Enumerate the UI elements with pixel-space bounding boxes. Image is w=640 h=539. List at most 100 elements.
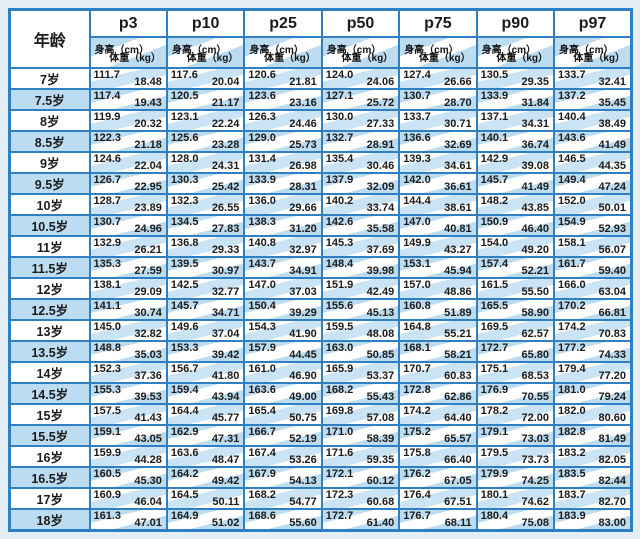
age-label: 16岁 xyxy=(8,445,91,468)
height-value: 176.2 xyxy=(403,468,431,480)
height-weight-cell: 155.3 39.53 xyxy=(88,382,168,405)
height-value: 135.3 xyxy=(93,258,122,270)
weight-value: 43.85 xyxy=(521,202,550,214)
weight-value: 59.40 xyxy=(598,265,626,277)
weight-value: 24.46 xyxy=(289,118,317,130)
weight-value: 39.29 xyxy=(289,307,317,319)
height-value: 130.7 xyxy=(93,216,122,228)
weight-value: 82.44 xyxy=(598,475,626,487)
height-value: 111.7 xyxy=(93,69,120,81)
weight-value: 38.61 xyxy=(444,202,472,214)
height-value: 161.5 xyxy=(480,279,509,291)
height-weight-cell: 127.4 26.66 xyxy=(398,67,478,90)
height-value: 148.2 xyxy=(480,195,509,207)
weight-value: 30.71 xyxy=(444,118,472,130)
height-value: 143.6 xyxy=(558,132,586,144)
weight-value: 32.97 xyxy=(289,244,317,256)
weight-value: 57.08 xyxy=(366,412,395,424)
height-value: 157.5 xyxy=(93,405,122,417)
weight-value: 39.08 xyxy=(521,160,550,172)
height-weight-cell: 168.2 54.77 xyxy=(243,487,323,510)
height-value: 149.6 xyxy=(170,321,199,333)
percentile-header-row: 年龄 p3 p10 p25 p50 p75 p90 p97 xyxy=(8,8,633,69)
height-value: 154.0 xyxy=(480,237,509,249)
weight-value: 37.69 xyxy=(366,244,395,256)
height-value: 131.4 xyxy=(248,153,276,165)
height-weight-cell: 168.6 55.60 xyxy=(243,508,323,532)
table-row: 17岁 160.9 46.04 164.5 50.11 168.2 54.77 172.3 60… xyxy=(8,487,633,510)
height-weight-cell: 183.2 82.05 xyxy=(553,445,633,468)
weight-value: 74.62 xyxy=(521,496,550,508)
height-value: 133.7 xyxy=(403,111,431,123)
height-weight-cell: 132.7 28.91 xyxy=(320,130,401,153)
height-value: 132.9 xyxy=(93,237,122,249)
table-row: 10.5岁 130.7 24.96 134.5 27.83 138.3 31.20 142.6… xyxy=(8,214,633,237)
table-row: 16.5岁 160.5 45.30 164.2 49.42 167.9 54.13 172.1… xyxy=(8,466,633,489)
weight-value: 77.20 xyxy=(598,370,626,382)
height-value: 153.1 xyxy=(403,258,431,270)
weight-value: 29.66 xyxy=(289,202,317,214)
height-weight-cell: 142.9 39.08 xyxy=(475,151,556,174)
height-weight-cell: 132.3 26.55 xyxy=(165,193,246,216)
table-row: 9岁 124.6 22.04 128.0 24.31 131.4 26.98 135.4 30.… xyxy=(8,151,633,174)
height-weight-cell: 157.5 41.43 xyxy=(88,403,168,426)
weight-value: 68.53 xyxy=(521,370,550,382)
weight-value: 27.83 xyxy=(211,223,240,235)
weight-value: 47.24 xyxy=(598,181,626,193)
age-label: 16.5岁 xyxy=(8,466,91,489)
height-weight-cell: 117.4 19.43 xyxy=(88,88,168,111)
weight-value: 34.91 xyxy=(289,265,317,277)
height-weight-cell: 136.8 29.33 xyxy=(165,235,246,258)
height-weight-cell: 133.9 31.84 xyxy=(475,88,556,111)
height-weight-cell: 180.1 74.62 xyxy=(475,487,556,510)
height-weight-cell: 179.4 77.20 xyxy=(553,361,633,384)
height-weight-cell: 143.6 41.49 xyxy=(553,130,633,153)
weight-value: 50.01 xyxy=(598,202,626,214)
height-value: 176.9 xyxy=(480,384,509,396)
weight-value: 44.28 xyxy=(134,454,162,466)
height-value: 117.6 xyxy=(170,69,198,81)
height-value: 150.4 xyxy=(248,300,276,312)
weight-value: 83.00 xyxy=(598,517,626,529)
height-weight-cell: 132.9 26.21 xyxy=(88,235,168,258)
height-value: 172.1 xyxy=(325,468,354,480)
weight-value: 54.13 xyxy=(289,475,317,487)
height-weight-cell: 135.3 27.59 xyxy=(88,256,168,279)
table-row: 15.5岁 159.1 43.05 162.9 47.31 166.7 52.19 171.0… xyxy=(8,424,633,447)
weight-value: 28.70 xyxy=(444,97,472,109)
weight-value: 41.90 xyxy=(289,328,317,340)
height-weight-cell: 123.6 23.16 xyxy=(243,88,323,111)
height-weight-cell: 165.5 58.90 xyxy=(475,298,556,321)
weight-value: 82.70 xyxy=(598,496,626,508)
weight-unit-label: 体重（kg） xyxy=(341,53,394,64)
height-value: 172.3 xyxy=(325,489,354,501)
height-value: 163.6 xyxy=(170,447,199,459)
column-header-p3: p3 xyxy=(88,8,168,38)
weight-value: 55.21 xyxy=(444,328,472,340)
height-value: 174.2 xyxy=(403,405,431,417)
height-weight-cell: 138.1 29.09 xyxy=(88,277,168,300)
weight-value: 19.43 xyxy=(134,97,162,109)
weight-value: 44.45 xyxy=(289,349,317,361)
height-value: 159.9 xyxy=(93,447,122,459)
height-value: 150.9 xyxy=(480,216,509,228)
height-value: 160.5 xyxy=(93,468,122,480)
height-weight-cell: 119.9 20.32 xyxy=(88,109,168,132)
weight-value: 44.35 xyxy=(598,160,626,172)
height-value: 182.0 xyxy=(558,405,586,417)
height-value: 154.3 xyxy=(248,321,276,333)
height-value: 180.1 xyxy=(480,489,509,501)
age-label: 17岁 xyxy=(8,487,91,510)
weight-value: 23.16 xyxy=(289,97,317,109)
height-weight-cell: 111.7 18.48 xyxy=(88,67,168,90)
table-row: 13.5岁 148.8 35.03 153.3 39.42 157.9 44.45 163.0… xyxy=(8,340,633,363)
height-value: 142.0 xyxy=(403,174,431,186)
height-unit-label: 身高（cm） xyxy=(249,45,304,56)
height-weight-cell: 150.4 39.29 xyxy=(243,298,323,321)
table-row: 14岁 152.3 37.36 156.7 41.80 161.0 46.90 165.9 53… xyxy=(8,361,633,384)
height-value: 139.5 xyxy=(170,258,199,270)
height-value: 126.3 xyxy=(248,111,276,123)
weight-value: 72.00 xyxy=(521,412,550,424)
height-weight-cell: 160.9 46.04 xyxy=(88,487,168,510)
height-value: 145.0 xyxy=(93,321,122,333)
